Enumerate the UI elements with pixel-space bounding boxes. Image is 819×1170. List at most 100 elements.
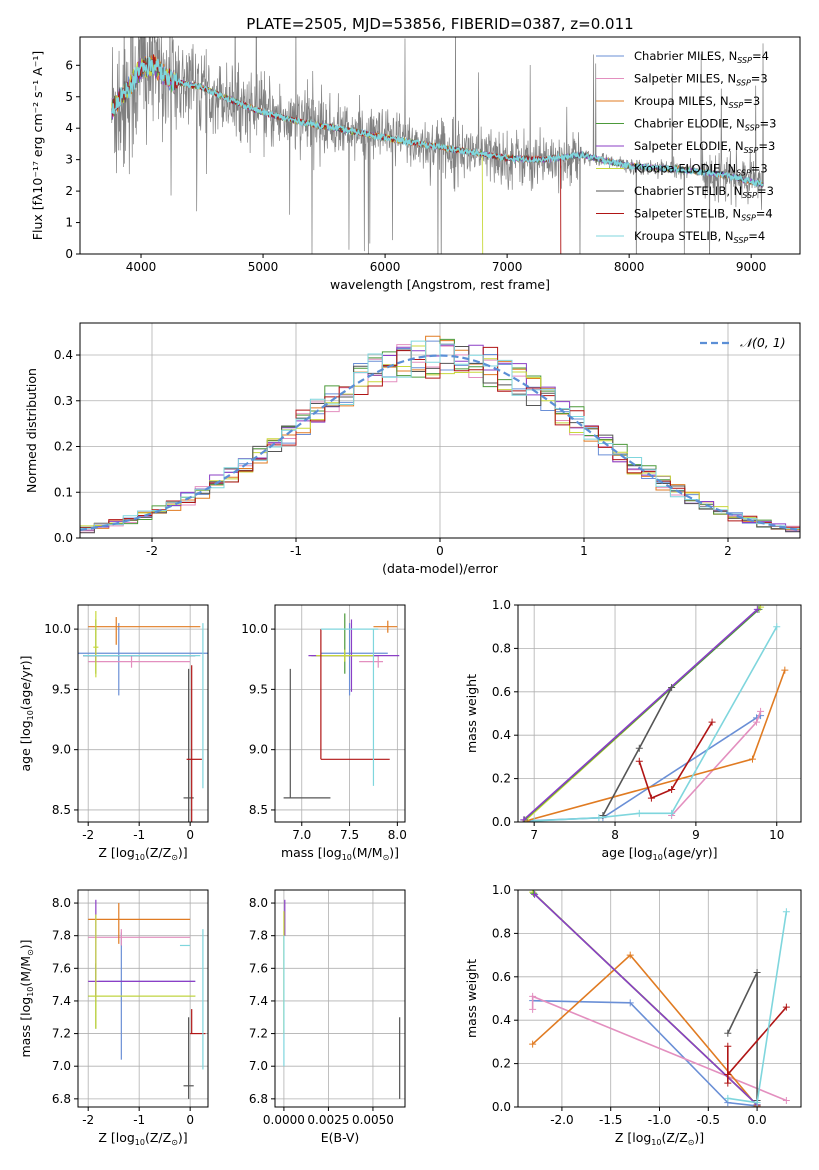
model-spectrum-kroupa_stelib (111, 56, 764, 188)
y-tick-label: 7.2 (249, 1027, 268, 1041)
x-axis-label: E(B-V) (321, 1130, 360, 1145)
mass_weight_vs_z-marks (529, 890, 790, 1107)
weight-point-salpeter_stelib (708, 718, 716, 726)
mass_vs_z-axes (78, 890, 208, 1107)
x-axis-label: Z [log10​(Z/Z⊙​)] (615, 1130, 704, 1147)
x-tick-label: -0.5 (697, 1113, 720, 1127)
weight-point-kroupa_stelib (782, 908, 790, 916)
y-tick-label: 4 (65, 121, 73, 135)
weight-point-salpeter_stelib (724, 1070, 732, 1078)
weight-point-kroupa_stelib (724, 1094, 732, 1102)
legend-label: Salpeter ELODIE, NSSP=3 (634, 139, 775, 155)
y-tick-label: 0.2 (54, 440, 73, 454)
y-tick-label: 0.8 (492, 641, 511, 655)
weight-point-chabrier_miles (626, 999, 634, 1007)
weight-point-salpeter_stelib (635, 757, 643, 765)
weight-point-chabrier_stelib (753, 968, 761, 976)
y-tick-label: 7.8 (249, 929, 268, 943)
residuals-axes (80, 323, 800, 539)
y-tick-label: 9.5 (249, 682, 268, 696)
axes-frame (274, 604, 406, 823)
x-tick-label: 0.0 (748, 1113, 767, 1127)
plot-layer: 4000 5000 6000 7000 8000 90000123456wavelengt… (18, 36, 802, 1147)
mass_weight_vs_age-frame: 7 8 9 10 0.0 0.2 0.4 0.6 0.8 1.0 age [log10​(age/y… (464, 598, 802, 862)
x-tick-label: -2 (82, 1113, 94, 1127)
mass_weight_vs_age-marks (520, 605, 789, 822)
x-tick-label: 0 (436, 544, 444, 558)
y-tick-label: 6 (65, 58, 73, 72)
weight-point-salpeter_miles (529, 992, 537, 1000)
weight-point-salpeter_miles (529, 1005, 537, 1013)
weight-point-kroupa_stelib (753, 1099, 761, 1107)
y-tick-label: 8.0 (249, 896, 268, 910)
y-tick-label: 8.0 (52, 896, 71, 910)
histogram-kroupa_stelib (80, 340, 800, 530)
y-tick-label: 7.8 (52, 929, 71, 943)
y-tick-label: 0.3 (54, 394, 73, 408)
weight-point-salpeter_elodie (753, 605, 761, 613)
y-tick-label: 10.0 (44, 622, 71, 636)
age_vs_z-marks (78, 611, 208, 822)
x-tick-label: -1 (133, 1113, 145, 1127)
weight-point-salpeter_miles (753, 718, 761, 726)
x-tick-label: 4000 (126, 260, 157, 274)
figure-title: PLATE=2505, MJD=53856, FIBERID=0387, z=0… (246, 15, 633, 33)
y-tick-label: 1.0 (492, 598, 511, 612)
normal-curve (80, 354, 800, 532)
y-tick-label: 1 (65, 216, 73, 230)
x-tick-label: 0.0050 (352, 1113, 394, 1127)
y-axis-label: Flux [fλ10⁻¹⁷ erg cm⁻² s⁻¹ A⁻¹] (30, 51, 45, 240)
legend-label: Chabrier ELODIE, NSSP=3 (634, 117, 776, 133)
weight-point-kroupa_miles (748, 755, 756, 763)
mass_vs_ebv-frame: 0.0000 0.0025 0.0050 6.8 7.0 7.2 7.4 7.6 7.8 8.0 E… (249, 889, 406, 1145)
x-tick-label: 0 (186, 828, 194, 842)
y-tick-label: 7.0 (249, 1059, 268, 1073)
weight-line-kroupa_stelib (534, 626, 778, 822)
y-axis-label: age [log10​(age/yr)] (18, 655, 35, 771)
x-tick-label: 10 (769, 828, 784, 842)
legend: Chabrier MILES, NSSP=4 Salpeter MILES, NS… (596, 49, 776, 245)
axes-frame (517, 604, 802, 823)
y-tick-label: 1.0 (492, 883, 511, 897)
y-tick-label: 0.2 (492, 772, 511, 786)
weight-line-salpeter_elodie (534, 893, 758, 1106)
x-axis-label: (data-model)/error (382, 561, 499, 576)
weight-point-salpeter_stelib (724, 1079, 732, 1087)
mass_vs_ebv-marks (283, 899, 401, 1099)
y-tick-label: 3 (65, 153, 73, 167)
x-tick-label: 8.0 (388, 828, 407, 842)
x-tick-label: -2 (82, 828, 94, 842)
x-tick-label: 7.0 (292, 828, 311, 842)
weight-point-salpeter_stelib (782, 1003, 790, 1011)
x-axis-label: mass [log10​(M/M⊙​)] (281, 845, 399, 862)
weight-point-chabrier_stelib (668, 683, 676, 691)
age_vs_z-axes (78, 605, 208, 822)
y-axis-label: Normed distribution (24, 368, 39, 493)
residuals-frame: -2 -1 0 1 2 0.0 0.1 0.2 0.3 0.4 (data-model)/error… (24, 322, 801, 576)
y-tick-label: 0.6 (492, 970, 511, 984)
y-tick-label: 0.4 (492, 1013, 511, 1027)
y-tick-label: 0.4 (54, 348, 73, 362)
x-tick-label: 9 (692, 828, 700, 842)
axes-frame (77, 604, 209, 823)
mass_weight_vs_z-frame: -2.0 -1.5 -1.0 -0.5 0.0 0.0 0.2 0.4 0.6 0.8 1.0 Z [… (464, 883, 802, 1147)
weight-point-salpeter_stelib (668, 785, 676, 793)
weight-point-kroupa_stelib (668, 809, 676, 817)
y-tick-label: 0.0 (492, 815, 511, 829)
y-tick-label: 0.2 (492, 1057, 511, 1071)
x-tick-label: 7000 (492, 260, 523, 274)
x-tick-label: -1.0 (648, 1113, 671, 1127)
y-tick-label: 8.5 (52, 803, 71, 817)
y-tick-label: 0.1 (54, 485, 73, 499)
legend-label: Chabrier STELIB, NSSP=3 (634, 184, 774, 200)
weight-line-salpeter_stelib (727, 1006, 787, 1084)
y-tick-label: 0 (65, 247, 73, 261)
y-tick-label: 7.4 (249, 994, 268, 1008)
weight-point-salpeter_miles (782, 1096, 790, 1104)
weight-point-kroupa_miles (626, 951, 634, 959)
legend-label: Kroupa MILES, NSSP=3 (634, 94, 760, 110)
x-tick-label: 8000 (614, 260, 645, 274)
weight-point-chabrier_stelib (724, 1029, 732, 1037)
weight-line-salpeter_elodie (523, 608, 758, 821)
x-axis-label: wavelength [Angstrom, rest frame] (330, 277, 550, 292)
